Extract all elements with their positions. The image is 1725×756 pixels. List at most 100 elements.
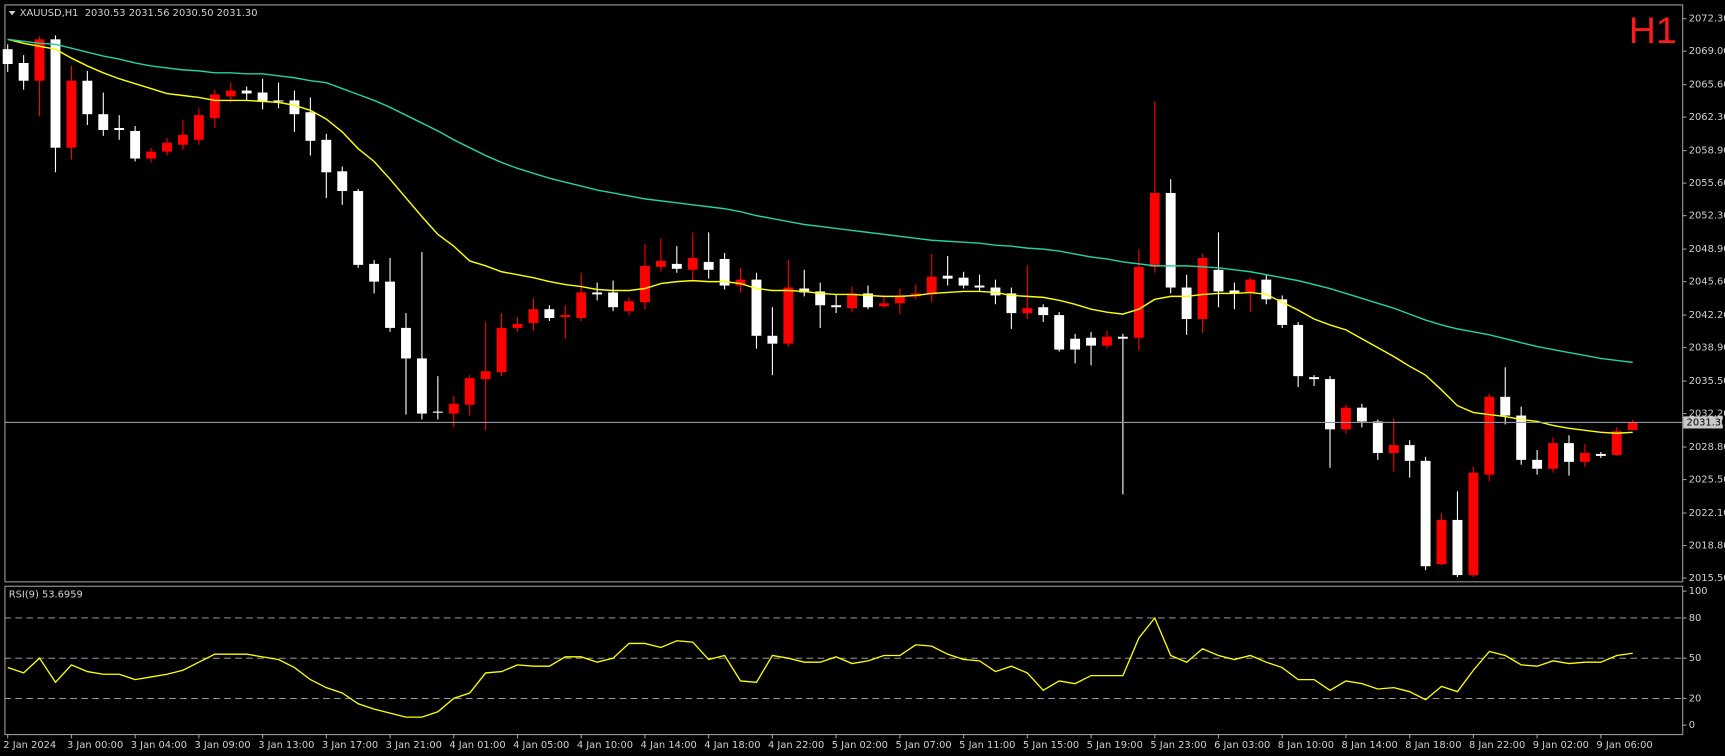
candle-body — [1165, 192, 1176, 288]
x-tick-label: 3 Jan 04:00 — [131, 740, 187, 751]
x-tick-label: 8 Jan 18:00 — [1405, 740, 1461, 751]
candle-body — [528, 309, 539, 323]
candle-body — [225, 90, 236, 97]
candle-body — [385, 281, 395, 328]
candle-body — [1277, 299, 1288, 325]
candle-body — [1213, 269, 1224, 292]
y-tick-label: 100 — [1689, 586, 1708, 597]
candle-body — [337, 171, 348, 192]
y-tick-label: 2018.80 — [1689, 541, 1725, 552]
candle-body — [1356, 407, 1367, 422]
candle-body — [1500, 396, 1511, 416]
candle-body — [1261, 279, 1272, 300]
candle-body — [1595, 453, 1606, 456]
candle-body — [1404, 445, 1415, 461]
x-tick-label: 4 Jan 22:00 — [768, 740, 824, 751]
x-tick-label: 4 Jan 18:00 — [704, 740, 760, 751]
candle-body — [512, 323, 523, 328]
candle-body — [990, 287, 1001, 296]
x-tick-label: 8 Jan 10:00 — [1278, 740, 1334, 751]
rsi-title: RSI(9) 53.6959 — [9, 589, 83, 600]
candle-body — [1579, 452, 1590, 462]
candle-body — [193, 115, 204, 140]
candle-body — [958, 277, 969, 286]
x-tick-label: 3 Jan 21:00 — [386, 740, 442, 751]
candle-body — [305, 112, 316, 141]
candle-body — [783, 287, 794, 344]
candle-body — [624, 301, 634, 312]
candle-body — [66, 80, 77, 148]
y-tick-label: 2032.20 — [1689, 409, 1725, 420]
candle-body — [1309, 377, 1320, 380]
candle-body — [1006, 293, 1017, 314]
x-tick-label: 9 Jan 02:00 — [1533, 740, 1589, 751]
candle-body — [1548, 443, 1558, 469]
candle-body — [114, 127, 125, 130]
candle-body — [18, 62, 29, 81]
y-tick-label: 2072.30 — [1689, 14, 1725, 25]
y-tick-label: 2058.90 — [1689, 146, 1725, 157]
candle-body — [1229, 290, 1240, 294]
bid-label: 2031.30 — [1687, 417, 1725, 428]
candle-body — [1133, 266, 1144, 338]
candle-body — [480, 371, 491, 380]
candle-body — [401, 327, 411, 359]
x-tick-label: 3 Jan 09:00 — [194, 740, 250, 751]
x-tick-label: 8 Jan 22:00 — [1469, 740, 1525, 751]
candle-body — [448, 403, 459, 414]
candle-body — [209, 94, 220, 119]
candle-body — [576, 292, 587, 319]
candle-body — [767, 335, 778, 344]
candle-body — [1340, 407, 1351, 430]
candle-body — [369, 263, 380, 282]
candle-body — [703, 261, 714, 270]
candle-body — [1452, 519, 1463, 576]
y-tick-label: 2025.50 — [1689, 475, 1725, 486]
y-tick-label: 2028.80 — [1689, 442, 1725, 453]
candle-body — [98, 114, 109, 130]
candle-body — [671, 263, 682, 269]
candle-body — [592, 292, 603, 295]
x-tick-label: 4 Jan 05:00 — [513, 740, 569, 751]
candle-body — [640, 265, 650, 303]
y-tick-label: 2022.10 — [1689, 508, 1725, 519]
menu-arrow[interactable] — [8, 10, 16, 16]
candle-body — [1054, 315, 1065, 350]
x-tick-label: 5 Jan 23:00 — [1150, 740, 1206, 751]
candle-body — [241, 90, 252, 94]
x-tick-label: 3 Jan 13:00 — [258, 740, 314, 751]
candle-body — [464, 378, 475, 405]
moving-average — [7, 38, 1633, 434]
candle-body — [289, 100, 300, 115]
x-tick-label: 4 Jan 01:00 — [449, 740, 505, 751]
candle-body — [1197, 257, 1208, 320]
candle-body — [1325, 379, 1335, 430]
candle-body — [815, 291, 826, 306]
x-tick-label: 4 Jan 10:00 — [577, 740, 633, 751]
candle-body — [863, 293, 873, 308]
candle-body — [1627, 422, 1638, 431]
candle-body — [1516, 415, 1527, 460]
x-tick-label: 3 Jan 17:00 — [322, 740, 378, 751]
y-tick-label: 2045.60 — [1689, 277, 1725, 288]
candle-body — [257, 92, 268, 102]
candle-body — [496, 327, 507, 373]
x-tick-label: 5 Jan 11:00 — [959, 740, 1015, 751]
candle-body — [1022, 308, 1033, 314]
y-tick-label: 2038.90 — [1689, 343, 1725, 354]
y-tick-label: 80 — [1689, 613, 1702, 624]
candle-body — [1484, 396, 1495, 475]
candle-body — [34, 39, 45, 81]
candle-body — [735, 279, 746, 286]
symbol-header: XAUUSD,H1 2030.53 2031.56 2030.50 2031.3… — [20, 8, 258, 19]
candle-body — [608, 292, 619, 308]
candle-body — [1420, 460, 1431, 567]
moving-average — [7, 38, 1633, 364]
y-tick-label: 20 — [1689, 693, 1702, 704]
candle-body — [1102, 336, 1112, 346]
candle-body — [177, 134, 188, 145]
x-tick-label: 5 Jan 19:00 — [1087, 740, 1143, 751]
y-tick-label: 2055.60 — [1689, 178, 1725, 189]
